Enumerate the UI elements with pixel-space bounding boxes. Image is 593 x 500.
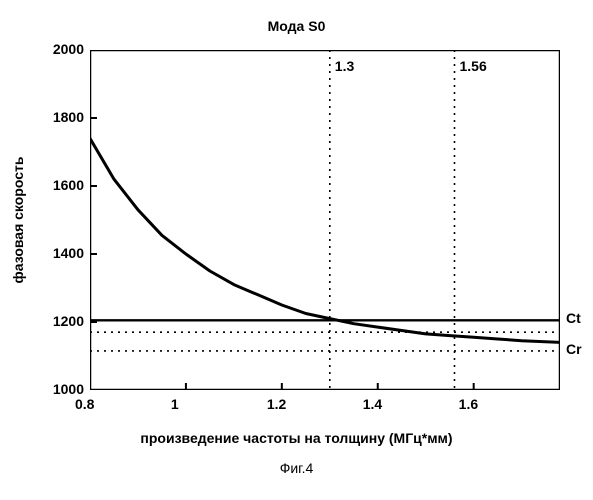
y-axis-label: фазовая скорость <box>10 157 26 284</box>
x-tick-label: 0.8 <box>75 396 94 412</box>
y-tick-label: 1400 <box>53 245 84 261</box>
vline-label: 1.3 <box>335 58 354 74</box>
x-tick-label: 1.4 <box>363 396 382 412</box>
hline-label: Ct <box>566 310 581 326</box>
chart-container: { "chart": { "type": "line", "title": "М… <box>0 0 593 500</box>
figure-caption: Фиг.4 <box>0 460 593 476</box>
x-tick-label: 1.6 <box>459 396 478 412</box>
chart-title: Мода S0 <box>0 18 593 34</box>
y-tick-label: 1000 <box>53 381 84 397</box>
y-tick-label: 1800 <box>53 109 84 125</box>
y-tick-label: 1200 <box>53 313 84 329</box>
x-axis-label: произведение частоты на толщину (МГц*мм) <box>0 430 593 446</box>
vline-label: 1.56 <box>459 58 486 74</box>
x-tick-label: 1.2 <box>267 396 286 412</box>
hline-label: Cr <box>566 341 582 357</box>
y-tick-label: 2000 <box>53 41 84 57</box>
x-tick-label: 1 <box>171 396 179 412</box>
plot-area <box>90 50 560 390</box>
y-tick-label: 1600 <box>53 177 84 193</box>
